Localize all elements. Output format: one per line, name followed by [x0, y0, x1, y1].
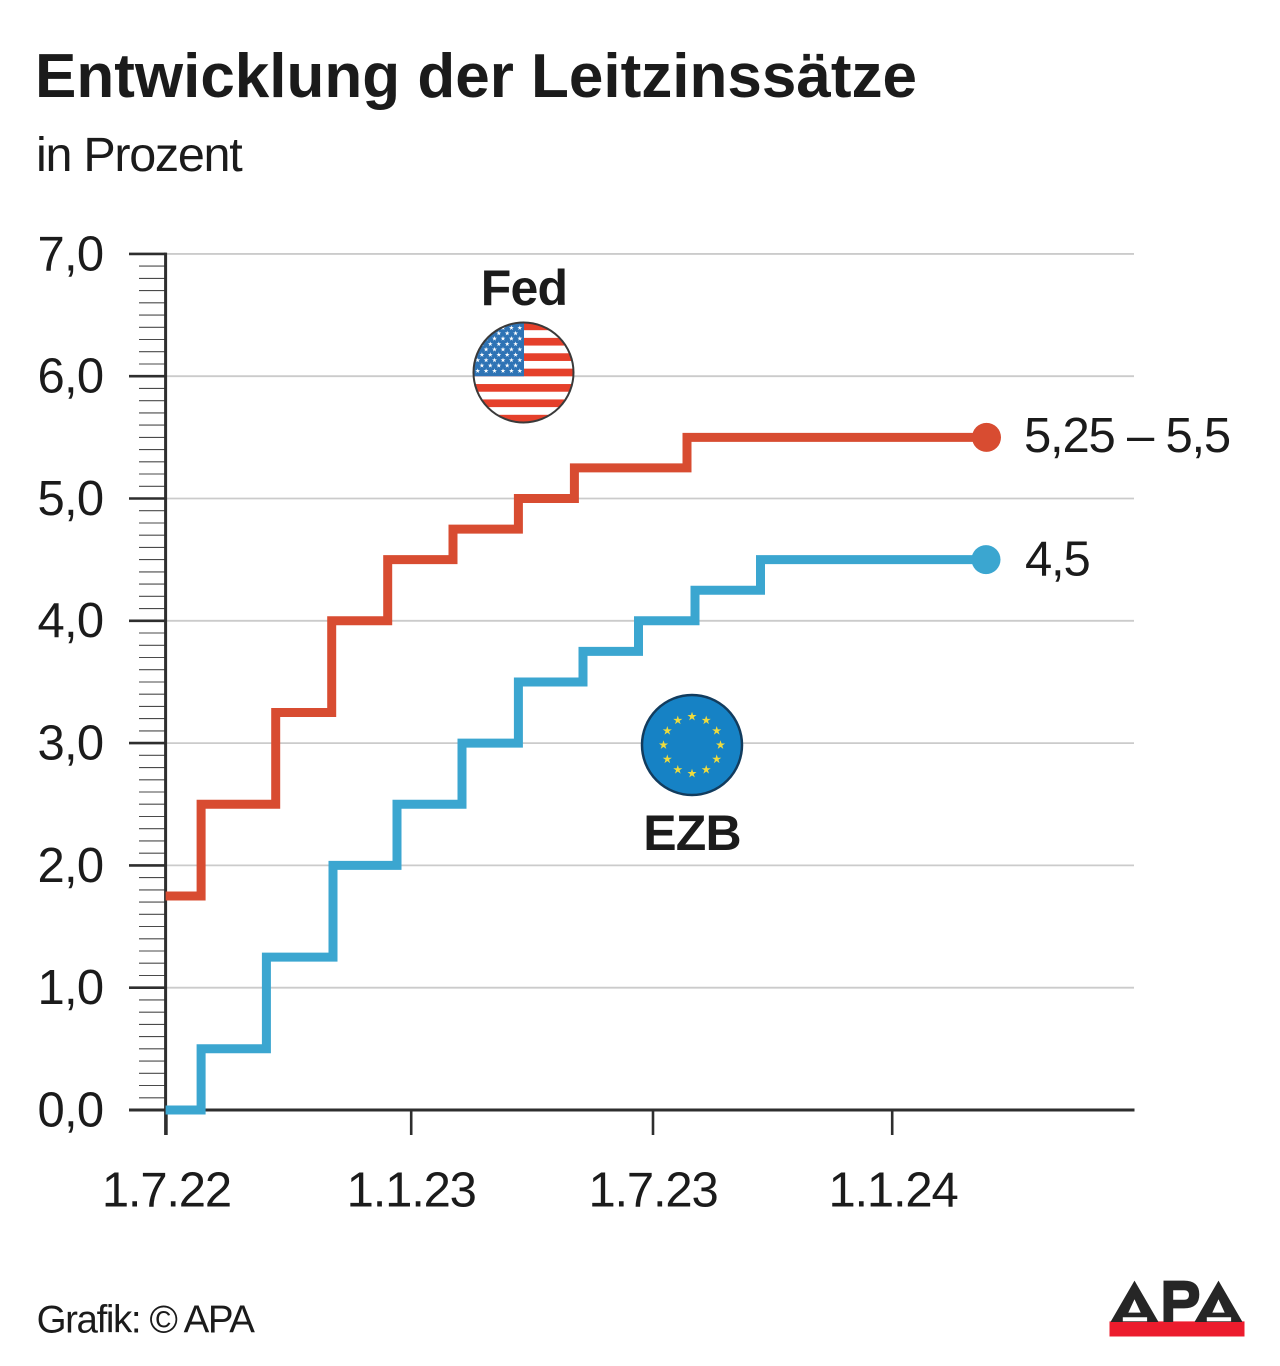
svg-text:1.7.23: 1.7.23 [588, 1164, 717, 1218]
svg-text:0,0: 0,0 [37, 1083, 103, 1137]
svg-text:6,0: 6,0 [37, 350, 103, 404]
svg-text:1.1.23: 1.1.23 [347, 1164, 476, 1218]
svg-text:5,0: 5,0 [37, 472, 103, 526]
svg-text:5,25 – 5,5: 5,25 – 5,5 [1024, 409, 1230, 463]
svg-text:2,0: 2,0 [37, 839, 103, 893]
svg-text:3,0: 3,0 [37, 717, 103, 771]
svg-text:Fed: Fed [481, 260, 568, 316]
svg-text:1,0: 1,0 [37, 961, 103, 1015]
svg-text:4,5: 4,5 [1025, 532, 1090, 586]
svg-text:1.7.22: 1.7.22 [102, 1164, 231, 1218]
svg-text:1.1.24: 1.1.24 [828, 1164, 957, 1218]
svg-text:Entwicklung der Leitzinssätze: Entwicklung der Leitzinssätze [35, 42, 917, 111]
svg-text:7,0: 7,0 [37, 227, 103, 281]
svg-text:EZB: EZB [643, 805, 741, 861]
svg-text:Grafik: © APA: Grafik: © APA [37, 1299, 256, 1342]
svg-text:in Prozent: in Prozent [36, 128, 243, 182]
svg-text:4,0: 4,0 [37, 594, 103, 648]
